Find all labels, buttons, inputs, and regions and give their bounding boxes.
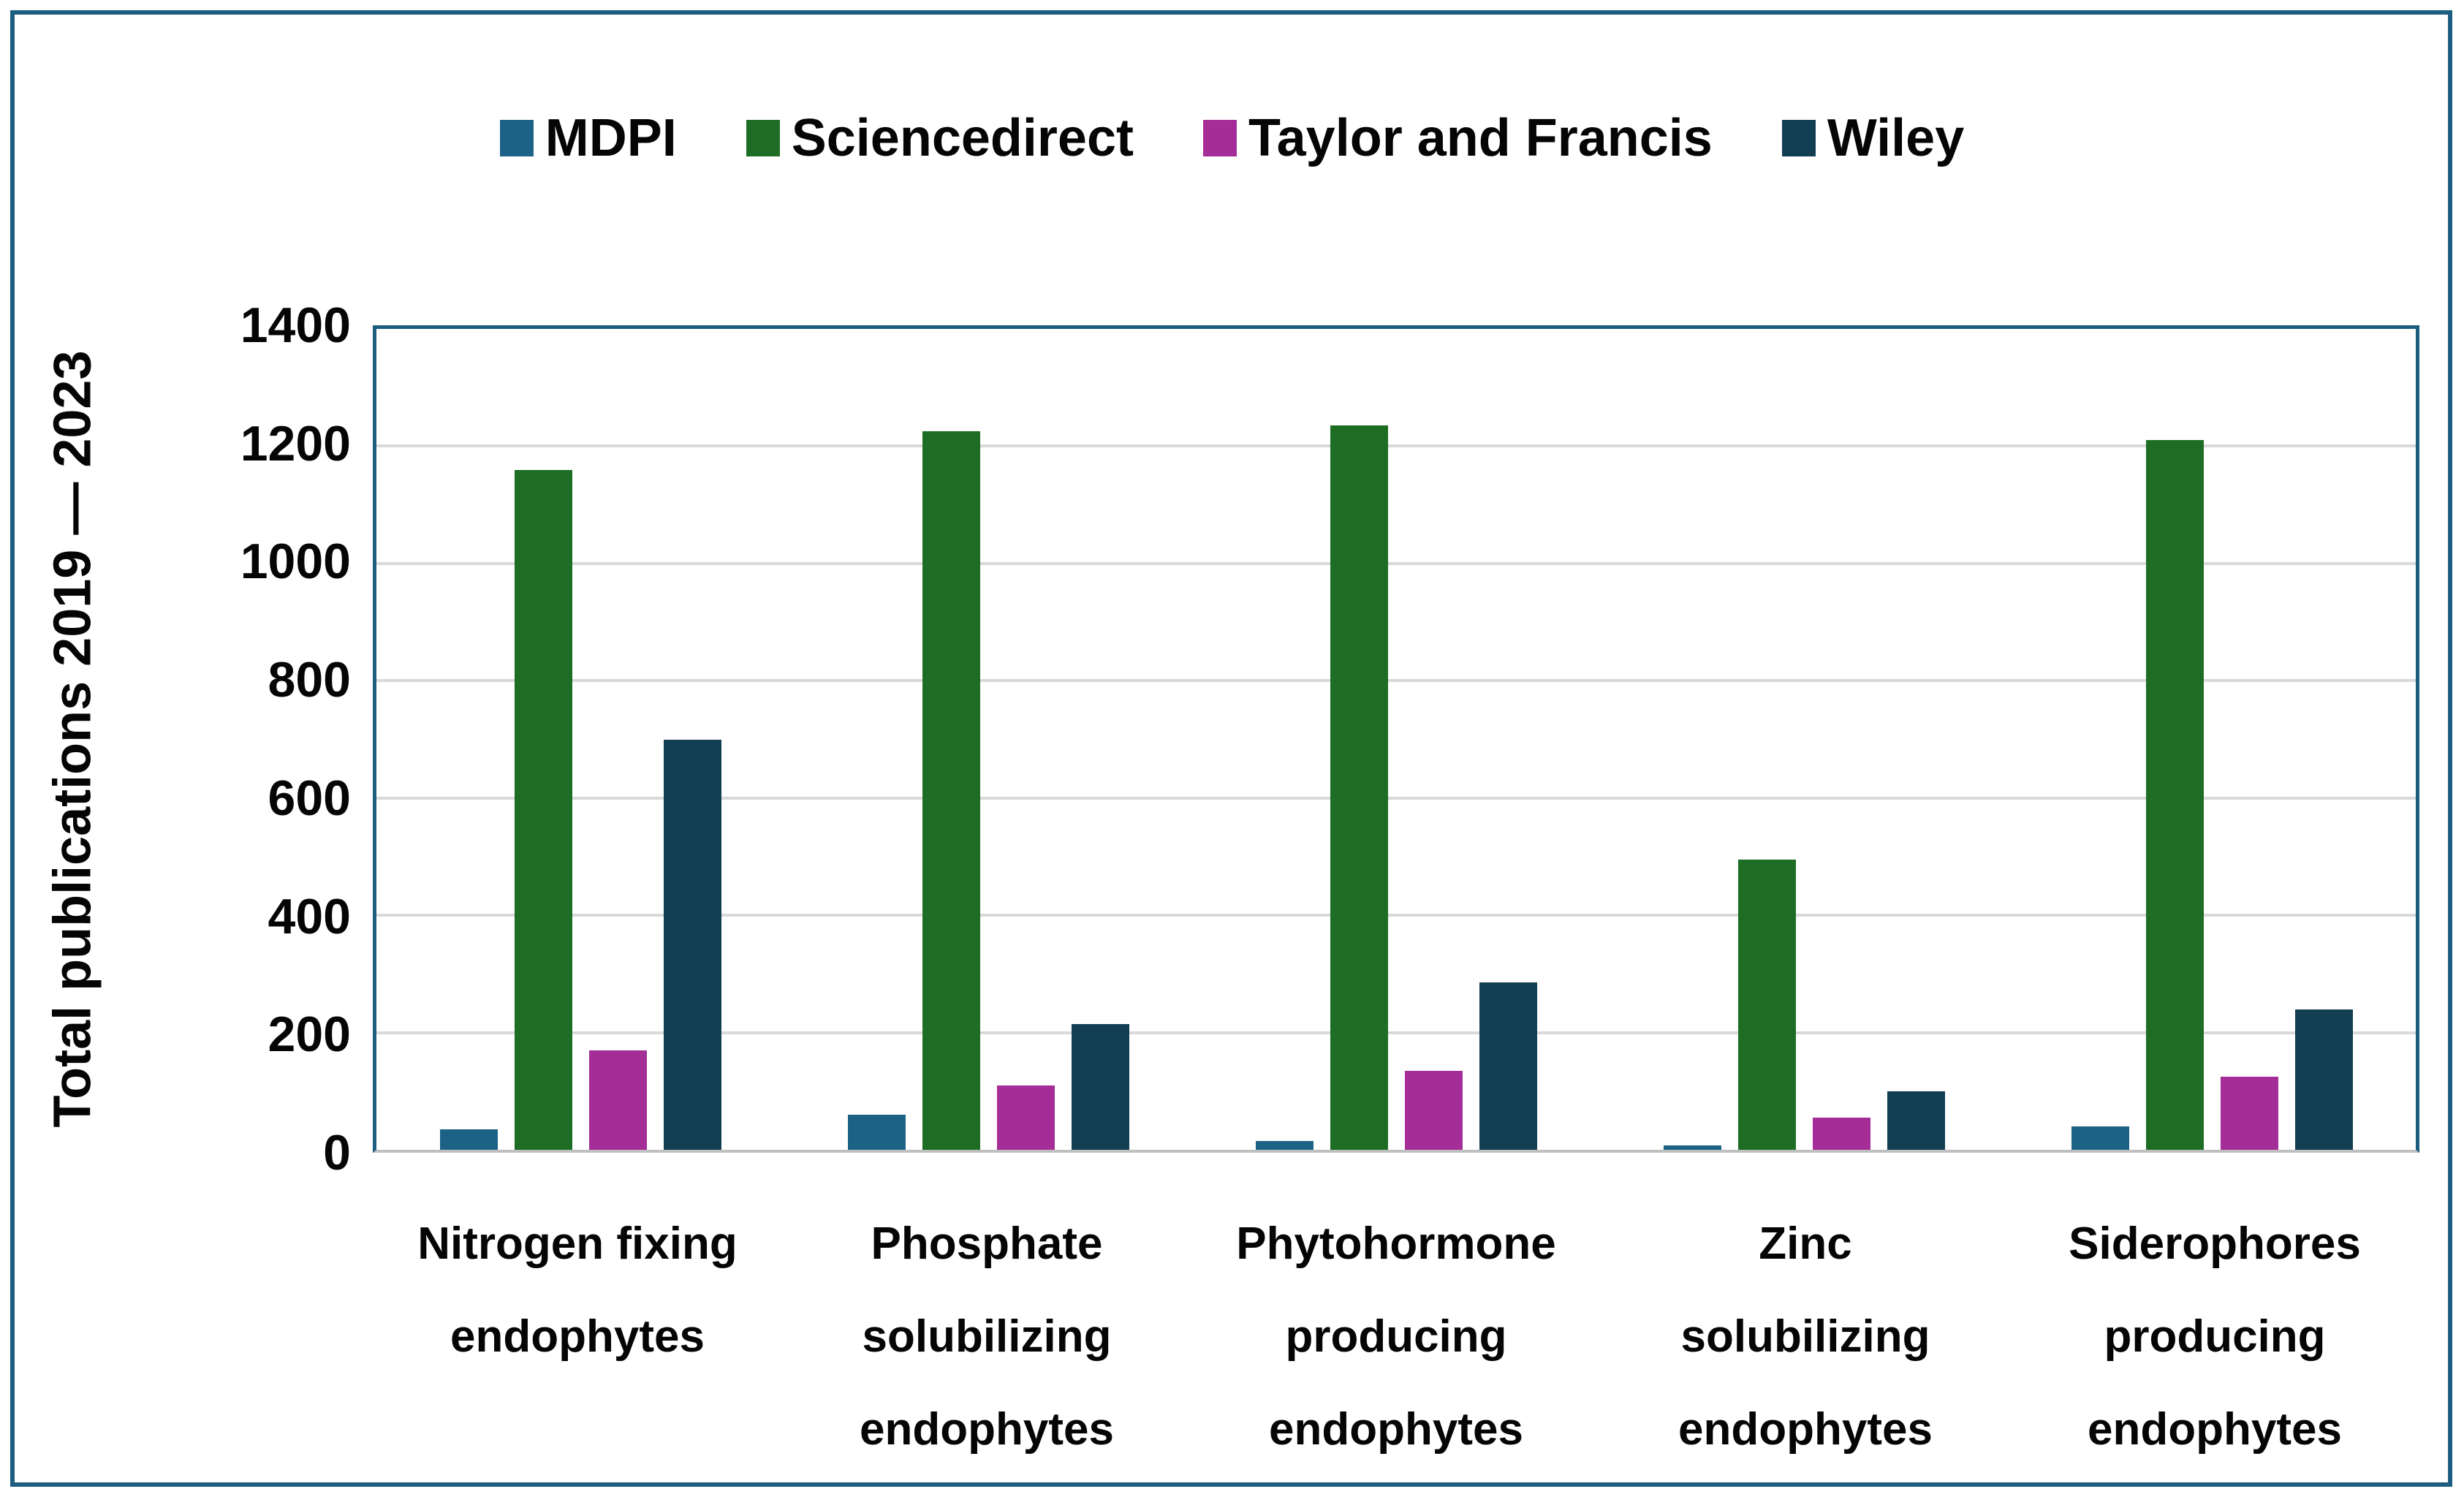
bar-mdpi [1663,1145,1721,1150]
y-tick-label: 800 [268,652,351,708]
bar-taylor-and-francis [2220,1076,2278,1150]
bar-mdpi [1255,1140,1313,1150]
legend-item: Wiley [1781,108,1965,168]
legend-item: MDPI [499,108,677,168]
y-tick-label: 0 [323,1125,351,1180]
bar-sciencedirect [1737,859,1796,1150]
legend-label: Taylor and Francis [1248,109,1713,167]
bar-group [1600,329,2008,1150]
y-axis-ticks: 0 200 400 600 800 1000 1200 1400 [117,300,351,1178]
bar-sciencedirect [1330,425,1388,1150]
bar-mdpi [439,1129,498,1150]
bar-group [1192,329,1600,1150]
gridline [376,444,2416,448]
y-tick-label: 400 [268,888,351,944]
bar-mdpi [2071,1126,2129,1150]
x-axis-category-label: Zinc solubilizing endophytes [1678,1219,1933,1455]
bar-wiley [1071,1023,1129,1150]
gridline [376,679,2416,683]
bar-wiley [663,739,721,1150]
y-tick-label: 1200 [240,415,351,471]
legend-label: Sciencedirect [791,109,1134,167]
legend-label: Wiley [1827,109,1965,167]
y-tick-label: 600 [268,770,351,826]
bar-mdpi [847,1114,906,1150]
bar-taylor-and-francis [996,1085,1055,1150]
legend-swatch-icon [1202,120,1237,156]
y-tick-label: 200 [268,1007,351,1063]
bar-wiley [1887,1091,1945,1150]
gridline [376,1031,2416,1034]
legend-label: MDPI [545,109,677,167]
bar-wiley [2294,1009,2353,1150]
bar-taylor-and-francis [1404,1070,1463,1150]
chart-legend: MDPI Sciencedirect Taylor and Francis Wiley [0,108,2464,168]
legend-swatch-icon [1781,120,1816,156]
x-axis-category-label: Phosphate solubilizing endophytes [860,1219,1114,1455]
bar-taylor-and-francis [588,1050,647,1150]
plot-area [373,325,2419,1153]
bar-sciencedirect [2145,440,2204,1150]
gridline [376,561,2416,565]
x-axis-category-label: Nitrogen fixing endophytes [417,1219,738,1363]
gridline [376,796,2416,800]
gridline [376,914,2416,917]
bar-taylor-and-francis [1812,1117,1870,1150]
bar-sciencedirect [514,469,572,1150]
x-axis-category-label: Siderophores producing endophytes [2069,1219,2361,1455]
x-axis-category-label: Phytohormone producing endophytes [1236,1219,1556,1455]
bar-wiley [1479,982,1537,1150]
legend-item: Sciencedirect [746,108,1134,168]
bar-group [2008,329,2416,1150]
bar-group [784,329,1192,1150]
bar-group [376,329,784,1150]
y-axis-title-text: Total publications 2019 — 2023 [44,350,102,1128]
y-tick-label: 1000 [240,534,351,590]
legend-swatch-icon [746,120,780,156]
bar-sciencedirect [922,431,980,1150]
legend-item: Taylor and Francis [1202,108,1713,168]
y-tick-label: 1400 [240,297,351,353]
legend-swatch-icon [499,120,534,156]
